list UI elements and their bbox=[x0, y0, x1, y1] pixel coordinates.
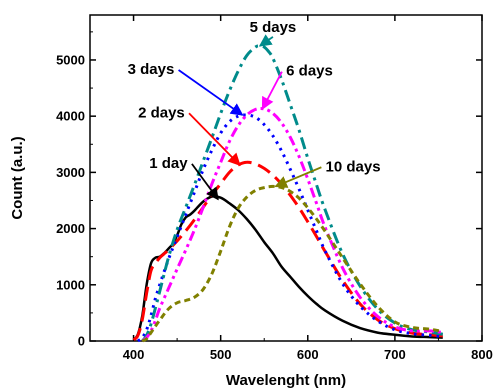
annotation-label: 10 days bbox=[326, 158, 381, 175]
annotation-label: 1 day bbox=[149, 155, 188, 172]
series-line-3-days bbox=[136, 113, 443, 343]
y-axis-label: Count (a.u.) bbox=[9, 136, 26, 219]
x-tick-label: 700 bbox=[384, 347, 406, 362]
x-tick-label: 600 bbox=[297, 347, 319, 362]
annotation-label: 5 days bbox=[250, 19, 297, 36]
annotation-arrow bbox=[258, 34, 274, 47]
series-group bbox=[132, 44, 444, 343]
annotation-arrow bbox=[188, 112, 241, 166]
axis-ticks: 400 500 600 700 800 0 1000 2000 3000 4000 5000 bbox=[56, 15, 493, 362]
annotation-arrow bbox=[261, 71, 283, 110]
y-tick-label: 4000 bbox=[56, 109, 85, 124]
x-tick-label: 800 bbox=[471, 347, 493, 362]
annotation-label: 3 days bbox=[128, 61, 175, 78]
series-line-10-days bbox=[141, 184, 444, 343]
y-tick-label: 5000 bbox=[56, 52, 85, 67]
x-tick-label: 500 bbox=[210, 347, 232, 362]
annotation-arrow bbox=[274, 166, 322, 188]
y-tick-label: 3000 bbox=[56, 165, 85, 180]
series-line-6-days bbox=[141, 106, 444, 343]
x-axis-label: Wavelenght (nm) bbox=[226, 372, 346, 389]
x-tick-label: 400 bbox=[123, 347, 145, 362]
annotation-label: 6 days bbox=[286, 63, 333, 80]
annotation-arrow bbox=[191, 163, 219, 201]
plot-frame bbox=[89, 14, 483, 342]
series-line-2-days bbox=[132, 160, 443, 342]
annotations-group: 1 day 2 days 3 days 5 days 6 days 10 days bbox=[128, 19, 381, 201]
annotation-label: 2 days bbox=[138, 104, 185, 121]
annotation-arrow bbox=[178, 69, 244, 116]
y-tick-label: 0 bbox=[78, 334, 85, 349]
y-tick-label: 1000 bbox=[56, 277, 85, 292]
y-tick-label: 2000 bbox=[56, 221, 85, 236]
